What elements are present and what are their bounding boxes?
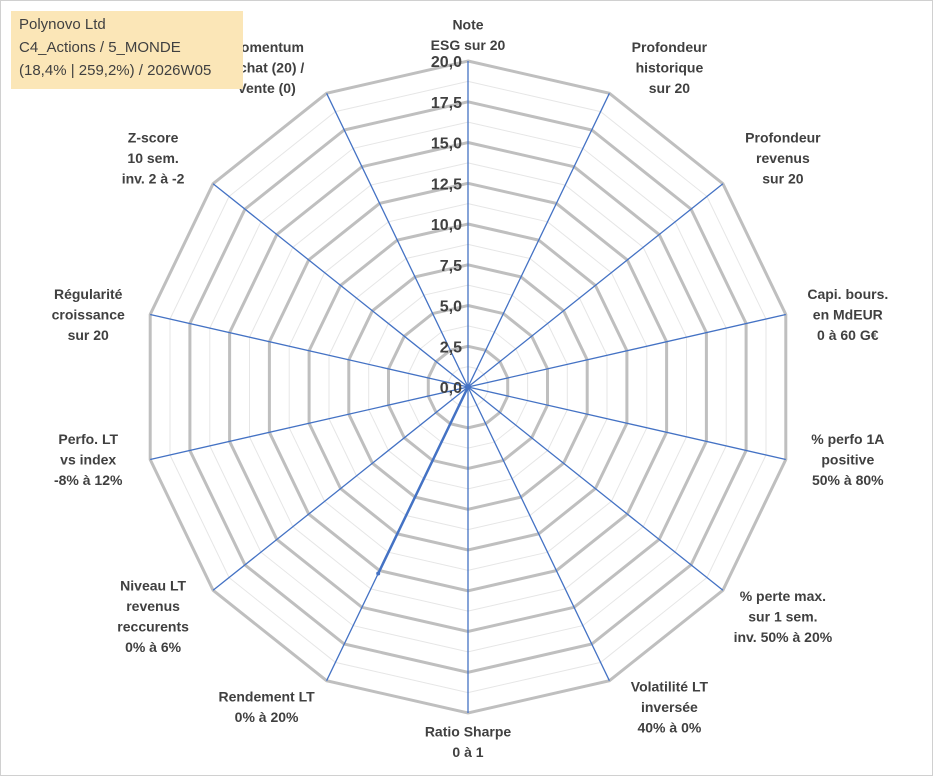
- tick-label: 5,0: [440, 299, 462, 316]
- axis-label: % perte max. sur 1 sem. inv. 50% à 20%: [734, 588, 833, 645]
- axis-label: Régularité croissance sur 20: [52, 286, 125, 343]
- category-label: C4_Actions / 5_MONDE: [19, 39, 181, 56]
- performance-period: (18,4% | 259,2%) / 2026W05: [19, 62, 212, 79]
- axis-spoke: [467, 386, 724, 591]
- axis-label: Z-score 10 sem. inv. 2 à -2: [122, 129, 185, 186]
- axis-label: Profondeur revenus sur 20: [745, 129, 821, 186]
- info-box: Polynovo Ltd C4_Actions / 5_MONDE (18,4%…: [11, 11, 243, 89]
- radar-series: [376, 385, 470, 576]
- tick-label: 20,0: [431, 54, 462, 71]
- axis-label: Note ESG sur 20: [431, 16, 506, 53]
- tick-label: 12,5: [431, 176, 462, 193]
- axis-labels: Note ESG sur 20 Profondeur historique sur 20…: [52, 16, 889, 760]
- data-point: [376, 571, 381, 576]
- company-name: Polynovo Ltd: [19, 16, 106, 33]
- radial-tick-labels: 0,0 2,5 5,0 7,5 10,0 12,5 15,0 17,5 20,0: [431, 54, 462, 397]
- axis-spoke: [212, 386, 469, 591]
- axis-label: Perfo. LT vs index -8% à 12%: [54, 431, 123, 488]
- axis-spoke: [467, 183, 724, 388]
- tick-label: 0,0: [440, 380, 462, 397]
- axis-label: Momentum Achat (20) / Vente (0): [229, 39, 305, 96]
- tick-label: 2,5: [440, 339, 462, 356]
- axis-label: Niveau LT revenus reccurents 0% à 6%: [117, 578, 189, 656]
- axis-label: % perfo 1A positive 50% à 80%: [811, 431, 884, 488]
- axis-label: Capi. bours. en MdEUR 0 à 60 G€: [807, 286, 888, 343]
- axis-label: Profondeur historique sur 20: [632, 39, 708, 96]
- axis-label: Ratio Sharpe 0 à 1: [425, 723, 512, 760]
- axis-spoke: [467, 313, 786, 388]
- axis-spoke: [326, 93, 469, 388]
- axis-spoke: [467, 386, 610, 681]
- tick-label: 17,5: [431, 95, 462, 112]
- axis-label: Volatilité LT inversée 40% à 0%: [631, 678, 709, 735]
- axis-spoke: [467, 386, 786, 461]
- axis-label: Rendement LT 0% à 20%: [218, 689, 315, 726]
- axis-spoke: [150, 386, 469, 461]
- tick-label: 15,0: [431, 136, 462, 153]
- axis-spoke: [150, 313, 469, 388]
- tick-label: 10,0: [431, 217, 462, 234]
- axis-spoke: [467, 93, 610, 388]
- axis-spoke: [212, 183, 469, 388]
- tick-label: 7,5: [440, 258, 462, 275]
